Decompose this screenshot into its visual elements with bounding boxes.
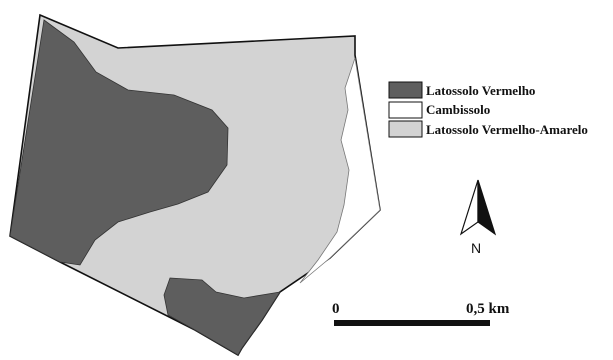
legend-label-latossolo-vermelho: Latossolo Vermelho — [426, 83, 535, 98]
legend-label-cambissolo: Cambissolo — [426, 102, 490, 117]
scale-bar: 0 0,5 km — [332, 301, 510, 326]
scale-label-end: 0,5 km — [466, 301, 510, 317]
legend-swatch-latossolo-vermelho-amarelo — [388, 120, 423, 138]
legend-label-latossolo-vermelho-amarelo: Latossolo Vermelho-Amarelo — [426, 122, 588, 137]
region-latossolo-vermelho-large — [9, 19, 229, 266]
legend-swatch-cambissolo — [388, 101, 423, 119]
scale-label-start: 0 — [332, 301, 340, 317]
north-arrow-icon: N — [459, 179, 497, 256]
region-cambissolo — [299, 57, 381, 284]
legend-swatch-latossolo-vermelho — [388, 81, 423, 99]
region-latossolo-vermelho-small — [163, 277, 281, 356]
scale-bar-line — [334, 320, 490, 326]
legend: Latossolo Vermelho Cambissolo Latossolo … — [388, 81, 588, 138]
north-label: N — [471, 240, 481, 256]
